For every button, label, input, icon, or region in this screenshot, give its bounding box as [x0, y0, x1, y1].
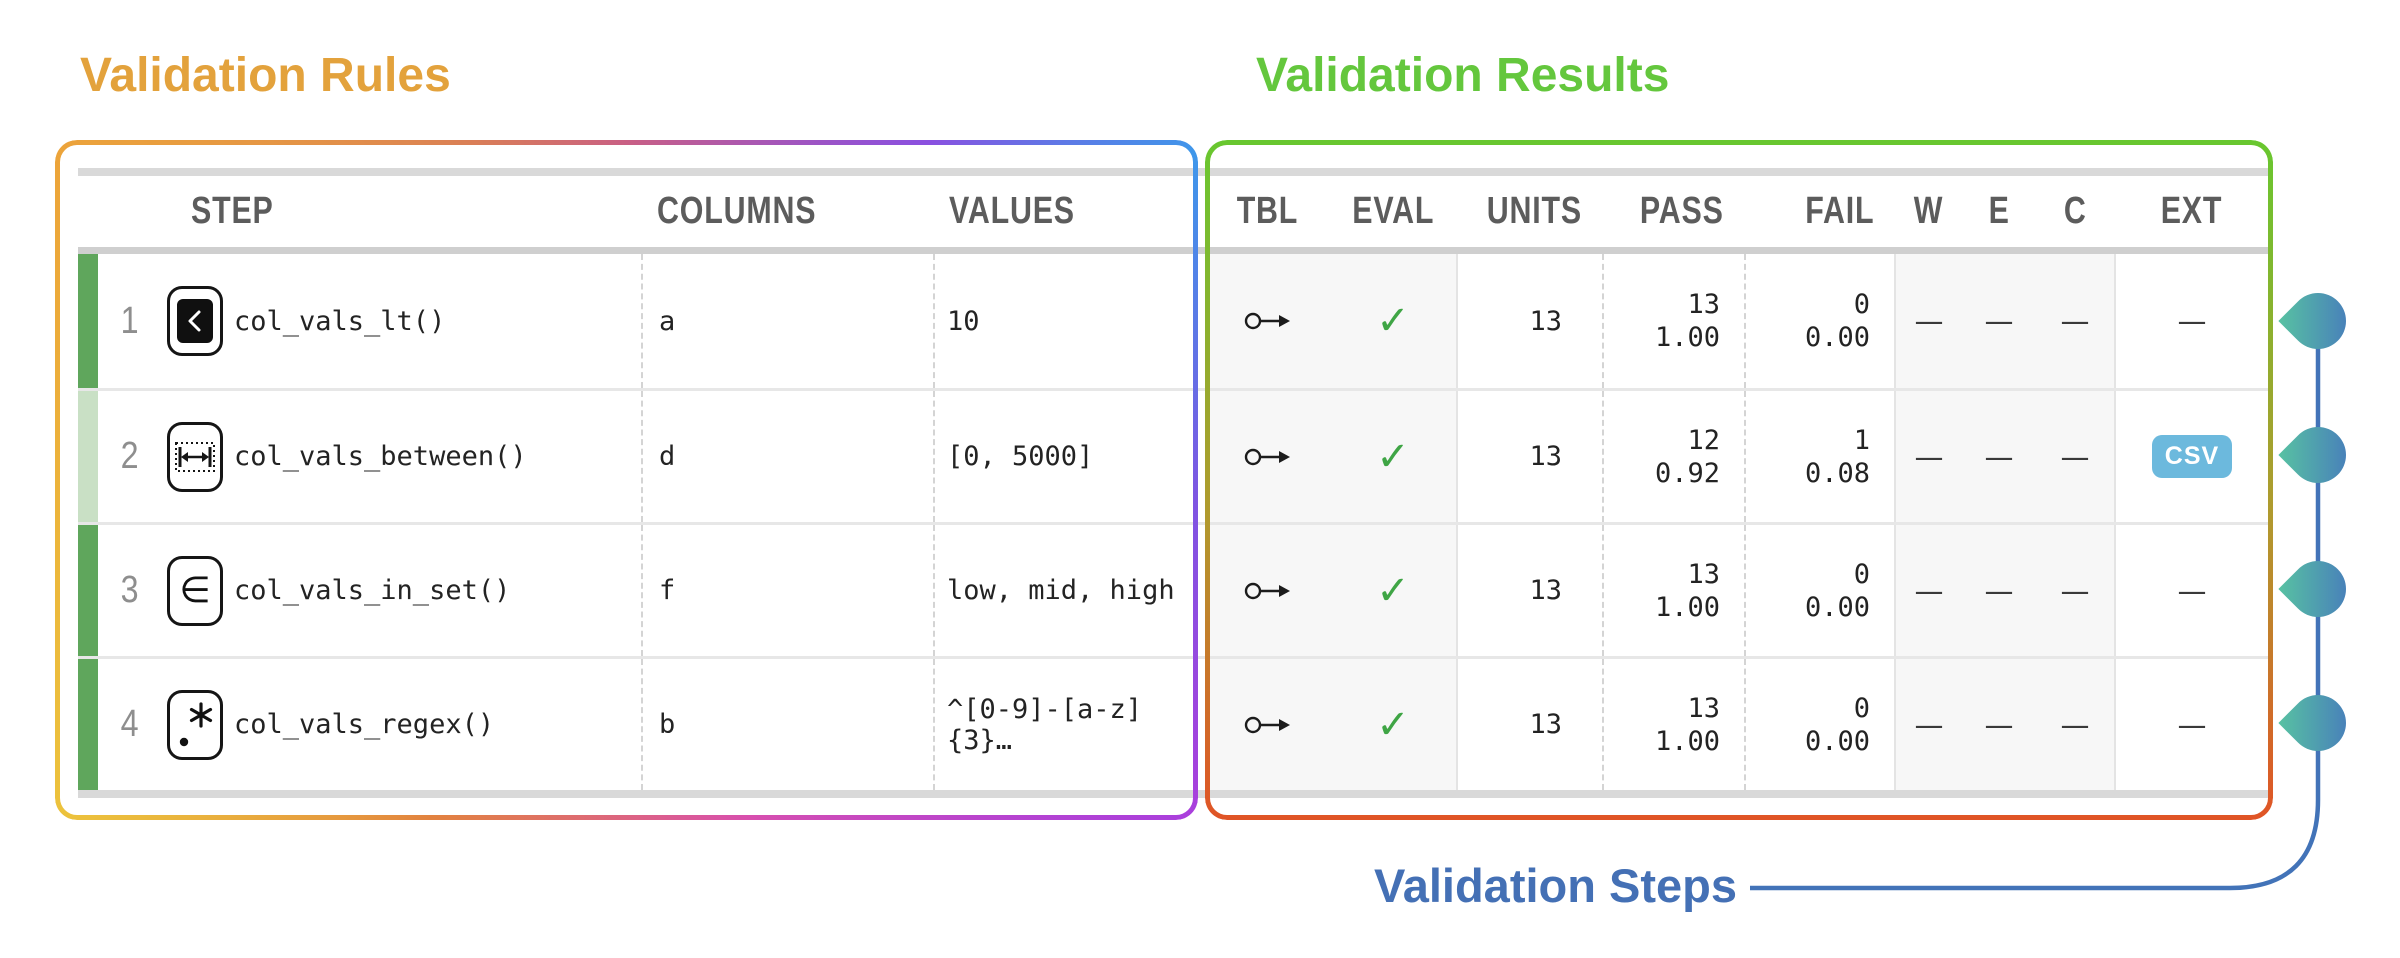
- step-function-name: col_vals_regex(): [234, 709, 495, 740]
- error-value: —: [1962, 525, 2036, 656]
- step-number: 3: [121, 569, 139, 611]
- table-top-bar: [78, 168, 2268, 176]
- status-strip: [78, 525, 98, 656]
- header-fail: FAIL: [1804, 190, 1874, 232]
- warn-value: —: [1894, 391, 1962, 522]
- fail-value: 0 0.00: [1744, 254, 1894, 388]
- header-c: C: [2063, 190, 2087, 232]
- circle-arrow-icon: [1205, 391, 1330, 522]
- values-value: ^[0-9]-[a-z]{3}…: [933, 659, 1205, 790]
- csv-download-button[interactable]: CSV: [2151, 435, 2233, 478]
- table-row: 2 col_vals_between() d [0, 5000]: [78, 388, 2268, 522]
- circle-arrow-icon: [1205, 525, 1330, 656]
- circle-arrow-icon: [1205, 659, 1330, 790]
- step-number: 1: [121, 299, 139, 342]
- step-pin-icon: [2278, 415, 2358, 495]
- pass-value: 13 1.00: [1602, 659, 1744, 790]
- validation-results-title: Validation Results: [1256, 49, 1670, 102]
- critical-value: —: [2036, 254, 2114, 388]
- units-value: 13: [1456, 391, 1602, 522]
- error-value: —: [1962, 254, 2036, 388]
- header-e: E: [1988, 190, 2010, 232]
- validation-steps-title: Validation Steps: [1373, 859, 1737, 912]
- header-step: STEP: [191, 190, 274, 232]
- step-function-name: col_vals_between(): [234, 441, 527, 472]
- validation-rules-title: Validation Rules: [80, 49, 451, 102]
- circle-arrow-icon: [1205, 254, 1330, 388]
- table-header-row: STEP COLUMNS VALUES TBL EVAL UNITS PASS …: [78, 176, 2268, 247]
- between-icon: [167, 421, 223, 492]
- header-units: UNITS: [1486, 190, 1582, 232]
- pass-value: 13 1.00: [1602, 254, 1744, 388]
- header-eval: EVAL: [1351, 190, 1435, 232]
- units-value: 13: [1456, 659, 1602, 790]
- step-icon-cell: ∈: [162, 525, 228, 656]
- header-pass: PASS: [1640, 190, 1724, 232]
- extract-value: —: [2114, 254, 2268, 388]
- eval-check-icon: ✓: [1330, 391, 1456, 522]
- header-values: VALUES: [949, 190, 1075, 232]
- table-row: 1 col_vals_lt() a 10 ✓ 13 13 1.00 0 0.00: [78, 254, 2268, 388]
- step-function-name: col_vals_in_set(): [234, 575, 511, 606]
- units-value: 13: [1456, 254, 1602, 388]
- critical-value: —: [2036, 659, 2114, 790]
- status-strip: [78, 391, 98, 522]
- eval-check-icon: ✓: [1330, 659, 1456, 790]
- critical-value: —: [2036, 391, 2114, 522]
- error-value: —: [1962, 659, 2036, 790]
- eval-check-icon: ✓: [1330, 254, 1456, 388]
- header-columns: COLUMNS: [657, 190, 817, 232]
- columns-value: f: [641, 525, 933, 656]
- extract-value: —: [2114, 525, 2268, 656]
- columns-value: a: [641, 254, 933, 388]
- units-value: 13: [1456, 525, 1602, 656]
- error-value: —: [1962, 391, 2036, 522]
- validation-report-table: STEP COLUMNS VALUES TBL EVAL UNITS PASS …: [78, 168, 2268, 798]
- warn-value: —: [1894, 254, 1962, 388]
- eval-check-icon: ✓: [1330, 525, 1456, 656]
- step-icon-cell: [162, 659, 228, 790]
- pass-value: 12 0.92: [1602, 391, 1744, 522]
- step-pin-icon: [2278, 683, 2358, 763]
- step-function-name: col_vals_lt(): [234, 305, 446, 337]
- header-tbl: TBL: [1236, 190, 1299, 232]
- warn-value: —: [1894, 525, 1962, 656]
- less-than-icon: [167, 286, 223, 356]
- table-bottom-bar: [78, 790, 2268, 798]
- step-pin-icon: [2278, 281, 2358, 361]
- warn-value: —: [1894, 659, 1962, 790]
- regex-icon: [167, 689, 223, 760]
- step-number: 2: [121, 435, 139, 477]
- table-row: 4 col_vals_regex() b ^[0-9]-[a-z]{3}… ✓ …: [78, 656, 2268, 790]
- values-value: low, mid, high: [933, 525, 1205, 656]
- fail-value: 0 0.00: [1744, 525, 1894, 656]
- header-ext: EXT: [2160, 190, 2222, 232]
- header-bottom-bar: [78, 247, 2268, 254]
- columns-value: d: [641, 391, 933, 522]
- header-w: W: [1913, 190, 1943, 232]
- step-pin-icon: [2278, 549, 2358, 629]
- step-icon-cell: [162, 391, 228, 522]
- critical-value: —: [2036, 525, 2114, 656]
- fail-value: 0 0.00: [1744, 659, 1894, 790]
- status-strip: [78, 254, 98, 388]
- step-number: 4: [121, 703, 139, 745]
- extract-value: —: [2114, 659, 2268, 790]
- values-value: 10: [933, 254, 1205, 388]
- values-value: [0, 5000]: [933, 391, 1205, 522]
- table-row: 3 ∈ col_vals_in_set() f low, mid, high ✓…: [78, 522, 2268, 656]
- step-icon-cell: [162, 254, 228, 388]
- extract-cell: CSV: [2114, 391, 2268, 522]
- pass-value: 13 1.00: [1602, 525, 1744, 656]
- status-strip: [78, 659, 98, 790]
- in-set-icon: ∈: [167, 555, 223, 626]
- columns-value: b: [641, 659, 933, 790]
- fail-value: 1 0.08: [1744, 391, 1894, 522]
